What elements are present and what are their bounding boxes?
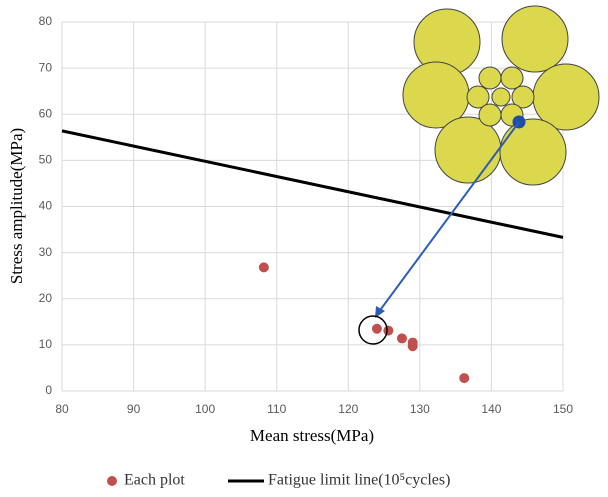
legend: Each plot Fatigue limit line(10⁵cycles) xyxy=(107,472,450,489)
x-tick-label: 140 xyxy=(481,402,501,416)
cable-cross-section xyxy=(403,6,599,185)
point xyxy=(383,326,393,336)
x-axis-title: Mean stress(MPa) xyxy=(250,426,374,445)
y-tick-label: 20 xyxy=(39,291,53,305)
legend-label: Fatigue limit line(10⁵cycles) xyxy=(268,472,450,489)
y-tick-label: 80 xyxy=(39,14,53,28)
y-tick-label: 10 xyxy=(39,337,53,351)
y-axis-title: Stress amplitude(MPa) xyxy=(7,128,26,284)
x-tick-label: 100 xyxy=(195,402,215,416)
x-tick-label: 130 xyxy=(410,402,430,416)
x-tick-label: 110 xyxy=(267,402,286,416)
y-tick-label: 0 xyxy=(45,383,52,397)
chart: 809010011012013014015001020304050607080 … xyxy=(0,0,608,497)
legend-label: Each plot xyxy=(124,472,185,489)
x-tick-label: 80 xyxy=(55,402,69,416)
y-tick-label: 40 xyxy=(39,199,53,213)
y-tick-label: 70 xyxy=(39,60,53,74)
legend-swatch xyxy=(107,476,117,486)
point xyxy=(372,324,382,334)
x-tick-label: 150 xyxy=(553,402,573,416)
point xyxy=(459,373,469,383)
y-tick-label: 60 xyxy=(39,106,53,120)
x-tick-label: 90 xyxy=(127,402,141,416)
x-tick-label: 120 xyxy=(338,402,358,416)
point xyxy=(397,333,407,343)
point xyxy=(408,341,418,351)
y-tick-label: 30 xyxy=(39,245,53,259)
y-tick-label: 50 xyxy=(39,153,53,167)
point xyxy=(259,262,269,272)
